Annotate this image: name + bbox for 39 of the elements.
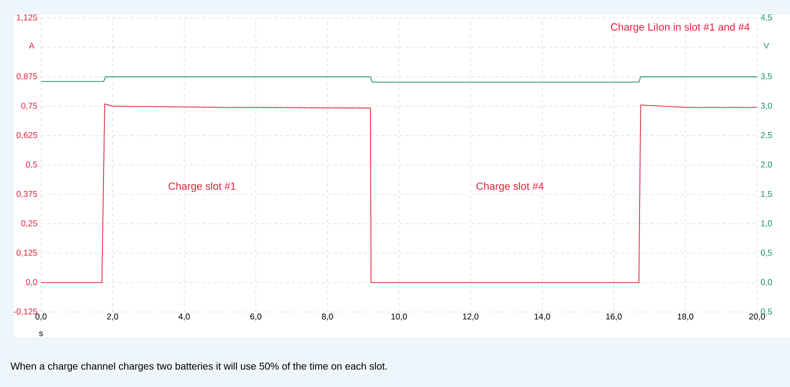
x-tick-label: 4,0	[178, 314, 190, 321]
annotation: Charge slot #1	[168, 182, 236, 192]
line-series	[40, 103, 758, 283]
y2-tick-label: 1,0	[761, 220, 772, 228]
x-tick-label: 6,0	[250, 314, 262, 321]
y2-tick-label: 2,5	[760, 132, 772, 140]
x-tick-label: 10,0	[391, 314, 407, 321]
y-tick-label: 0,25	[21, 220, 38, 228]
x-tick-label: 18,0	[678, 314, 694, 321]
y-tick-label: 0,625	[16, 132, 38, 140]
y2-tick-label: 3,5	[760, 73, 772, 80]
annotation: Charge slot #4	[476, 182, 544, 192]
y2-axis-title: V	[764, 42, 770, 49]
y2-tick-label: 0,5	[760, 250, 772, 257]
y-tick-label: 0,125	[16, 250, 38, 257]
x-tick-label: 20,0	[749, 314, 765, 321]
text: When a charge channel charges two batteries it will use 50% of the time on each slot.	[10, 362, 387, 372]
y-tick-label: -0,125	[14, 308, 38, 316]
y2-tick-label: 3,0	[760, 102, 772, 110]
x-axis-title: s	[39, 332, 43, 336]
x-tick-label: 14,0	[534, 314, 550, 321]
y-tick-label: 0,375	[16, 190, 38, 198]
y2-tick-label: 0,5	[760, 308, 772, 316]
y2-tick-label: 4,5	[760, 14, 772, 22]
y2-tick-label: 0,0	[760, 279, 772, 286]
y-tick-label: 0,0	[26, 279, 38, 286]
y-tick-label: 1,125	[16, 14, 38, 22]
y-tick-label: 0,875	[16, 73, 38, 80]
y2-tick-label: 1,5	[761, 190, 772, 198]
y-tick-label: 0,75	[21, 102, 38, 110]
x-tick-label: 16,0	[606, 314, 622, 321]
x-tick-label: 8,0	[322, 314, 333, 321]
chart-title: Charge LiIon in slot #1 and #4	[610, 22, 750, 33]
y-tick-label: 0,5	[26, 162, 38, 168]
y2-tick-label: 2,0	[760, 162, 772, 168]
x-tick-label: 2,0	[107, 314, 118, 321]
y-axis-title: A	[28, 42, 34, 49]
x-tick-label: 12,0	[463, 314, 479, 321]
x-tick-label: 0,0	[35, 314, 47, 321]
